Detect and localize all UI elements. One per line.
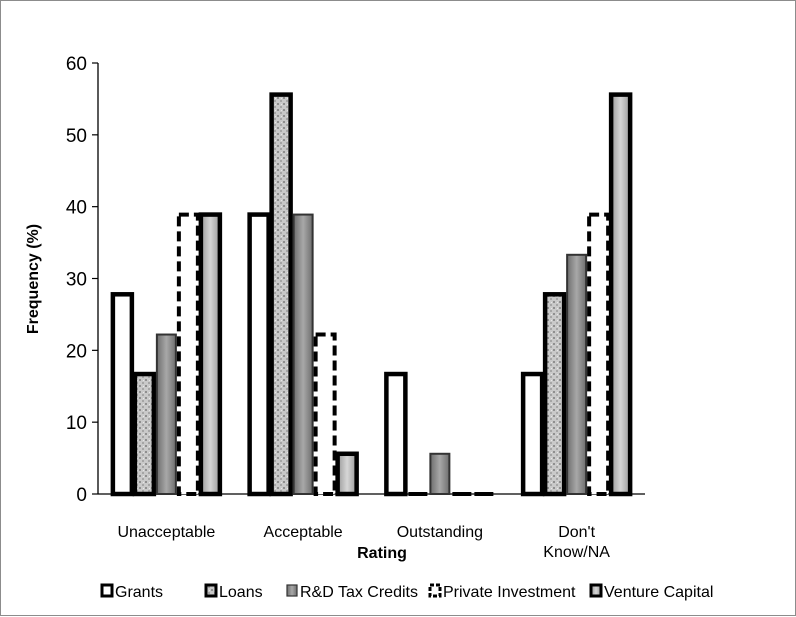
bar-private-investment [313,332,337,496]
y-tick-label: 10 [66,413,87,434]
y-tick-label: 40 [66,198,87,219]
bar-venture-capital [198,212,223,497]
y-tick-label: 20 [66,341,87,362]
legend: Grants Loans R&D Tax Credits Private Invest… [100,583,713,601]
y-tick-label: 50 [66,126,87,147]
x-tick-label: Acceptable [264,524,343,541]
bar-loans [132,371,157,497]
legend-label-grants: Grants [115,584,163,601]
x-tick-label: Outstanding [397,524,483,541]
bar-venture-capital [335,451,359,497]
x-axis-title: Rating [357,545,407,562]
x-tick-label: Don't [558,524,595,541]
bars [110,92,633,497]
y-tick-label: 60 [66,54,87,75]
bar-r-d-tax-credits [566,253,588,495]
bar-r-d-tax-credits [155,333,177,495]
y-ticks: 0 10 20 30 40 50 60 [66,54,98,506]
bar-r-d-tax-credits [429,452,451,496]
legend-label-private-investment: Private Investment [443,584,576,601]
y-axis-title: Frequency (%) [25,224,42,334]
bar-grants [110,292,135,497]
bar-grants [247,212,271,497]
legend-label-venture-capital: Venture Capital [604,584,713,601]
legend-swatch-loans [204,583,218,598]
bar-r-d-tax-credits [292,213,314,495]
legend-label-loans: Loans [219,584,263,601]
bar-loans [542,292,567,497]
bar-venture-capital [608,92,633,497]
y-tick-label: 0 [76,485,87,506]
legend-swatch-r-d-tax-credits [286,584,298,597]
y-tick-label: 30 [66,270,87,291]
x-tick-label: Unacceptable [117,524,215,541]
x-tick-labels: Unacceptable Acceptable Outstanding Don't Kn… [117,524,610,561]
bar-loans [269,92,293,497]
bar-private-investment [176,212,200,496]
legend-swatch-grants [100,583,114,598]
bar-private-investment [587,212,611,496]
x-tick-label: Know/NA [543,544,610,561]
bar-grants [384,371,408,497]
bar-grants [520,371,545,497]
legend-label-r-d-tax-credits: R&D Tax Credits [300,584,418,601]
legend-swatch-private-investment [428,583,442,598]
legend-swatch-venture-capital [589,583,603,598]
